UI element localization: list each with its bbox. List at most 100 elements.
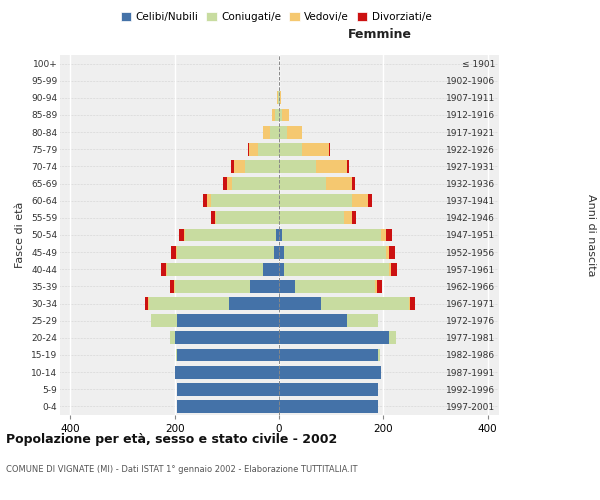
Bar (170, 280, 173, 293)
Bar (279, 212, 344, 224)
Bar (389, 332, 397, 344)
Bar (380, 228, 386, 241)
Bar (316, 160, 347, 173)
Bar (352, 212, 356, 224)
Bar (175, 280, 250, 293)
Bar (279, 194, 352, 207)
Bar (151, 314, 178, 327)
Bar (250, 280, 279, 293)
Bar (279, 177, 326, 190)
Bar (287, 126, 302, 138)
Bar (161, 263, 166, 276)
Bar (347, 160, 349, 173)
Bar (178, 348, 279, 362)
Bar (279, 92, 280, 104)
Bar (179, 228, 184, 241)
Bar (231, 160, 233, 173)
Bar (211, 194, 279, 207)
Bar (368, 194, 372, 207)
Bar (258, 143, 279, 156)
Bar (175, 332, 279, 344)
Bar (227, 177, 232, 190)
Bar (279, 160, 316, 173)
Bar (167, 263, 263, 276)
Bar (166, 263, 167, 276)
Bar (170, 332, 175, 344)
Bar (211, 212, 215, 224)
Bar (410, 297, 415, 310)
Bar (215, 212, 217, 224)
Bar (279, 280, 295, 293)
Bar (248, 143, 249, 156)
Bar (376, 280, 377, 293)
Bar (279, 126, 287, 138)
Bar (277, 228, 279, 241)
Bar (217, 212, 279, 224)
Bar (178, 383, 279, 396)
Bar (279, 228, 281, 241)
Bar (284, 263, 389, 276)
Bar (274, 246, 279, 258)
Bar (326, 177, 352, 190)
Bar (263, 263, 279, 276)
Bar (175, 366, 279, 378)
Bar (249, 143, 258, 156)
Bar (377, 280, 382, 293)
Bar (279, 263, 284, 276)
Bar (272, 108, 275, 122)
Bar (389, 263, 391, 276)
Bar (280, 92, 281, 104)
Bar (178, 314, 279, 327)
Bar (279, 108, 281, 122)
Bar (279, 348, 378, 362)
Bar (278, 92, 279, 104)
Bar (321, 297, 409, 310)
Bar (171, 246, 176, 258)
Bar (409, 297, 410, 310)
Bar (207, 194, 211, 207)
Text: Popolazione per età, sesso e stato civile - 2002: Popolazione per età, sesso e stato civil… (6, 432, 337, 446)
Bar (279, 143, 302, 156)
Y-axis label: Fasce di età: Fasce di età (16, 202, 25, 268)
Bar (178, 400, 279, 413)
Text: Femmine: Femmine (348, 28, 412, 40)
Bar (178, 246, 274, 258)
Bar (386, 228, 392, 241)
Bar (229, 297, 279, 310)
Bar (279, 297, 321, 310)
Bar (145, 297, 148, 310)
Bar (386, 246, 389, 258)
Legend: Celibi/Nubili, Coniugati/e, Vedovi/e, Divorziati/e: Celibi/Nubili, Coniugati/e, Vedovi/e, Di… (116, 8, 436, 26)
Bar (344, 212, 352, 224)
Bar (352, 177, 355, 190)
Bar (378, 348, 380, 362)
Text: COMUNE DI VIGNATE (MI) - Dati ISTAT 1° gennaio 2002 - Elaborazione TUTTITALIA.IT: COMUNE DI VIGNATE (MI) - Dati ISTAT 1° g… (6, 466, 358, 474)
Bar (173, 280, 175, 293)
Bar (176, 348, 178, 362)
Bar (295, 280, 376, 293)
Bar (148, 297, 149, 310)
Bar (279, 246, 284, 258)
Bar (302, 143, 329, 156)
Bar (281, 108, 289, 122)
Bar (184, 228, 185, 241)
Bar (203, 194, 207, 207)
Bar (149, 297, 229, 310)
Bar (389, 246, 395, 258)
Bar (279, 366, 380, 378)
Bar (284, 246, 386, 258)
Bar (275, 108, 279, 122)
Bar (281, 228, 380, 241)
Bar (176, 246, 178, 258)
Bar (245, 160, 279, 173)
Bar (223, 177, 227, 190)
Bar (263, 126, 269, 138)
Bar (232, 177, 279, 190)
Bar (269, 126, 279, 138)
Bar (352, 194, 368, 207)
Bar (347, 314, 378, 327)
Bar (185, 228, 277, 241)
Text: Anni di nascita: Anni di nascita (586, 194, 596, 276)
Bar (279, 332, 389, 344)
Bar (233, 160, 245, 173)
